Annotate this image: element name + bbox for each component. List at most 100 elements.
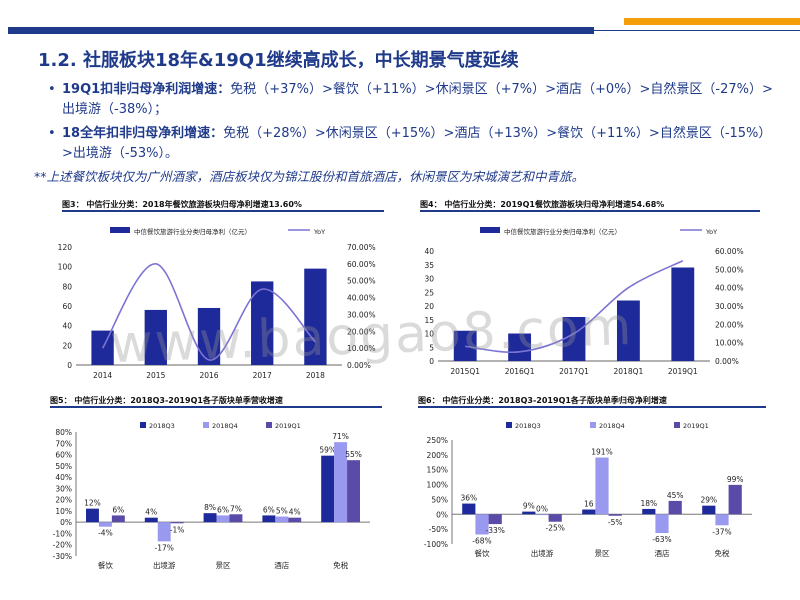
- x-tick-label: 酒店: [655, 548, 670, 558]
- data-label: 4%: [145, 508, 157, 517]
- data-label: 7%: [230, 504, 242, 513]
- bar: [702, 505, 716, 515]
- bullet-q1: • 19Q1扣非归母净利润增速：免税（+37%）>餐饮（+11%）>休闲景区（+…: [48, 80, 778, 120]
- x-tick-label: 2016Q1: [505, 367, 535, 376]
- legend-swatch: [203, 422, 209, 428]
- x-tick-label: 景区: [595, 549, 610, 558]
- y-tick-label: 40%: [55, 473, 72, 482]
- bullet-q1-text: 免税（+37%）>餐饮（+11%）>休闲景区（+7%）>酒店（+0%）>自然景区…: [62, 82, 773, 117]
- x-tick-label: 餐饮: [475, 548, 490, 558]
- chart4: 2018Q3 2018Q4 2019Q1 -100% -50% 0% 50% 100% 150%…: [424, 422, 752, 558]
- y2-tick-label: 60.00%: [715, 247, 744, 256]
- y-tick-label: 20: [424, 302, 434, 311]
- legend-label-line: YoY: [313, 228, 325, 236]
- y2-tick-label: 50.00%: [715, 265, 744, 274]
- bar: [595, 457, 609, 515]
- legend-label-line: YoY: [705, 228, 717, 236]
- bullet-2018-text: 免税（+28%）>休闲景区（+15%）>酒店（+13%）>餐饮（+11%）>自然…: [62, 126, 772, 161]
- y-tick-label: 5: [429, 343, 434, 352]
- data-label: 6%: [217, 505, 229, 514]
- x-tick-label: 2019Q1: [668, 367, 698, 376]
- bar: [453, 330, 477, 361]
- y-tick-label: 60: [62, 302, 72, 311]
- data-label: 45%: [667, 491, 684, 500]
- y-tick-label: 40: [62, 322, 72, 331]
- bar: [671, 267, 695, 361]
- bar: [728, 484, 742, 515]
- data-label: -37%: [712, 527, 731, 536]
- bar: [229, 514, 243, 523]
- legend-label-bar: 中信餐饮旅游行业分类归母净利（亿元）: [504, 227, 621, 236]
- bar: [462, 503, 476, 515]
- y-tick-label: 0%: [60, 518, 72, 527]
- bar: [98, 522, 112, 527]
- y-tick-label: -100%: [424, 540, 448, 549]
- bar: [304, 268, 327, 365]
- y2-tick-label: 40.00%: [347, 294, 376, 303]
- legend-swatch: [266, 422, 272, 428]
- y-tick-label: 200%: [427, 451, 448, 460]
- data-label: 4%: [289, 508, 301, 517]
- bar: [334, 442, 348, 523]
- bullet-2018-label: 18全年扣非归母净利增速：: [62, 126, 224, 141]
- y-tick-label: 70%: [55, 439, 72, 448]
- chart4-caption: 图6： 中信行业分类：2018Q3-2019Q1各子版块单季归母净利增速: [418, 396, 667, 405]
- footnote: **上述餐饮板块仅为广州酒家，酒店板块仅为锦江股份和首旅酒店，休闲景区为宋城演艺…: [34, 169, 585, 184]
- y-tick-label: 60%: [55, 451, 72, 460]
- y-tick-label: 50%: [55, 462, 72, 471]
- bar: [170, 522, 184, 524]
- y-tick-label: 25: [424, 288, 434, 297]
- bullet-dot: •: [48, 82, 56, 97]
- x-tick-label: 2015: [146, 371, 165, 380]
- bar: [488, 514, 502, 525]
- bar: [535, 514, 549, 516]
- data-label: -4%: [98, 529, 113, 538]
- data-label: 6%: [112, 505, 124, 514]
- bar: [85, 508, 99, 523]
- x-tick-label: 2016: [199, 371, 218, 380]
- y2-tick-label: 20.00%: [347, 327, 376, 336]
- data-label: 191%: [591, 448, 612, 457]
- chart1-caption: 图3： 中信行业分类：2018年餐饮旅游板块归母净利增速13.60%: [62, 200, 302, 209]
- legend-label: 2018Q3: [515, 422, 541, 430]
- bar: [508, 333, 532, 361]
- data-label: 55%: [345, 450, 362, 459]
- data-label: -1%: [170, 525, 185, 534]
- bar: [582, 509, 596, 515]
- y-tick-label: 120: [58, 243, 73, 252]
- data-label: 18%: [640, 499, 657, 508]
- bar: [288, 517, 302, 523]
- bar: [111, 515, 125, 523]
- y-tick-label: -20%: [53, 541, 72, 550]
- chart2-caption-rule: [420, 210, 760, 212]
- x-tick-label: 出境游: [153, 560, 176, 570]
- bar: [616, 300, 640, 361]
- bar: [275, 516, 289, 523]
- legend-label: 2018Q3: [149, 422, 175, 430]
- y-tick-label: 35: [424, 261, 434, 270]
- chart1: 中信餐饮旅游行业分类归母净利（亿元） YoY 0 20 40 60 80 100 120 0.00…: [58, 227, 376, 380]
- yoy-line: [101, 263, 316, 361]
- x-tick-label: 出境游: [531, 548, 554, 558]
- y-tick-label: 10: [424, 330, 434, 339]
- data-label: 9%: [523, 502, 535, 511]
- data-label: 29%: [700, 496, 717, 505]
- legend-label: 2019Q1: [683, 422, 709, 430]
- y-tick-label: -50%: [429, 525, 448, 534]
- legend-swatch-bar: [480, 227, 500, 233]
- y2-tick-label: 30.00%: [347, 310, 376, 319]
- legend-swatch: [590, 422, 596, 428]
- legend-label: 2019Q1: [275, 422, 301, 430]
- bar: [251, 281, 274, 365]
- bar: [157, 522, 171, 542]
- y-tick-label: 15: [424, 316, 434, 325]
- bar: [715, 514, 729, 526]
- bar: [262, 515, 276, 523]
- header-bar: [8, 27, 594, 34]
- y2-tick-label: 0.00%: [347, 361, 371, 370]
- x-tick-label: 免税: [333, 560, 348, 570]
- bullet-2018: • 18全年扣非归母净利增速：免税（+28%）>休闲景区（+15%）>酒店（+1…: [48, 124, 778, 164]
- y-tick-label: 20%: [55, 496, 72, 505]
- x-tick-label: 2015Q1: [450, 367, 480, 376]
- legend-swatch: [674, 422, 680, 428]
